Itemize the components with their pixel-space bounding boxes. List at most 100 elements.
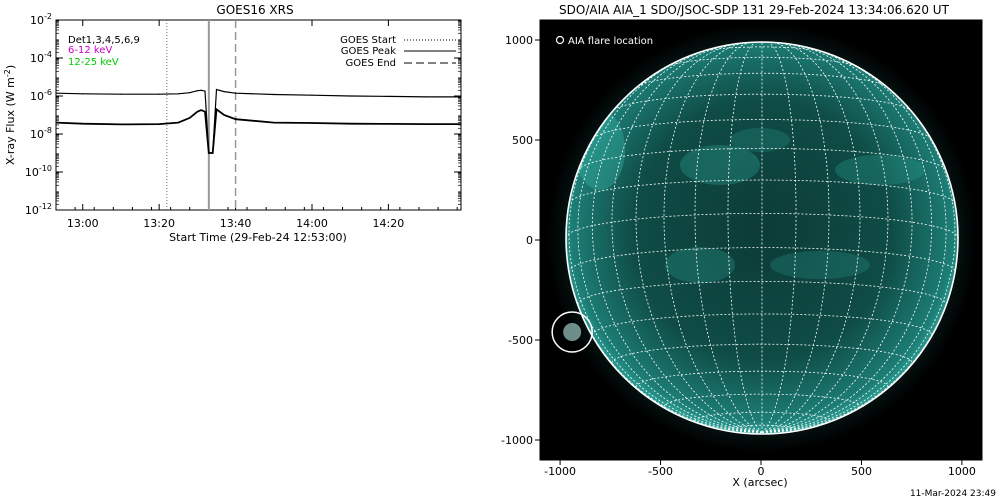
legend-goes-end: GOES End <box>346 58 396 69</box>
longitude-line <box>635 43 763 433</box>
aia-ytick-label: 0 <box>526 234 533 247</box>
footer-timestamp: 11-Mar-2024 23:49 <box>910 489 996 499</box>
aia-axis-ticks: -1000 -500 0 500 1000 1000 500 0 -500 -1000 <box>501 34 976 478</box>
longitude-line <box>694 42 763 433</box>
aia-xtick-label: 1000 <box>948 465 976 478</box>
goes-title: GOES16 XRS <box>216 3 293 17</box>
goes-data-point <box>426 123 428 125</box>
goes-data-point <box>212 152 214 154</box>
goes-data-point <box>55 121 57 124</box>
longitude-line <box>761 42 797 433</box>
goes-ytick-label: 10-2 <box>30 12 52 27</box>
goes-xtick-label: 14:20 <box>373 217 405 230</box>
longitude-line <box>761 43 889 433</box>
goes-series-group <box>55 88 462 154</box>
goes-data-point <box>349 123 351 125</box>
aia-ytick-label: -1000 <box>501 434 533 447</box>
latitude-line <box>591 313 933 336</box>
goes-data-point <box>200 109 202 111</box>
longitude-line <box>761 46 933 433</box>
goes-data-point <box>55 92 57 94</box>
goes-xtick-label: 14:00 <box>296 217 328 230</box>
longitude-line <box>761 44 913 433</box>
aia-ytick-label: 500 <box>512 134 533 147</box>
latitude-line <box>637 72 887 87</box>
aia-xtick-label: 500 <box>851 465 872 478</box>
aia-legend-label: AIA flare location <box>568 36 653 47</box>
latitude-line <box>613 93 911 111</box>
goes-ytick-label: 10-10 <box>25 164 52 179</box>
longitude-line <box>591 46 763 433</box>
legend-goes-peak: GOES Peak <box>341 46 396 57</box>
aia-xtick-label: -500 <box>648 465 673 478</box>
goes-plot-frame <box>55 19 462 211</box>
goes-data-point <box>204 90 206 92</box>
aia-xtick-label: 0 <box>758 465 765 478</box>
aia-ytick-label: -500 <box>508 334 533 347</box>
goes-data-point <box>204 111 206 113</box>
goes-data-point <box>460 123 462 125</box>
goes-data-point <box>120 93 122 95</box>
aia-panel: SDO/AIA AIA_1 SDO/JSOC-SDP 131 29-Feb-20… <box>501 3 983 489</box>
goes-data-point <box>234 92 237 94</box>
goes-data-point <box>215 88 218 91</box>
longitude-line <box>761 83 956 433</box>
goes-series-line-1 <box>55 107 461 154</box>
goes-event-lines <box>166 20 237 210</box>
goes-axis-ticks: 13:00 13:20 13:40 14:00 14:20 10-2 10-4 10-6 10-… <box>25 12 461 230</box>
goes-xrs-panel: GOES16 XRS 13:00 13:20 13:40 14:00 14:20 10-2… <box>3 3 462 244</box>
goes-data-point <box>223 114 225 116</box>
longitude-line <box>761 42 861 433</box>
goes-data-point <box>273 93 275 96</box>
goes-data-point <box>426 96 428 98</box>
goes-xtick-label: 13:40 <box>220 217 252 230</box>
goes-xlabel: Start Time (29-Feb-24 12:53:00) <box>169 231 347 244</box>
goes-ytick-label: 10-6 <box>30 88 52 103</box>
goes-data-point <box>189 117 191 119</box>
goes-xtick-label: 13:20 <box>143 217 175 230</box>
longitude-line <box>727 42 763 433</box>
aia-ytick-label: 1000 <box>505 34 533 47</box>
goes-data-point <box>311 94 313 96</box>
aia-xlabel: X (arcsec) <box>732 476 787 489</box>
goes-data-point <box>387 123 390 125</box>
goes-data-point <box>223 91 225 93</box>
goes-data-point <box>189 92 191 94</box>
aia-legend-symbol <box>555 35 565 45</box>
longitude-line <box>568 83 763 433</box>
goes-data-point <box>349 95 351 97</box>
goes-xtick-label: 13:00 <box>67 217 99 230</box>
limb-circle <box>565 41 959 435</box>
legend-goes-start: GOES Start <box>340 35 396 46</box>
goes-data-point <box>158 123 160 125</box>
goes-ytick-label: 10-8 <box>30 126 52 141</box>
goes-data-point <box>82 123 84 125</box>
latitude-line <box>566 212 958 239</box>
goes-data-point <box>208 152 210 154</box>
detector-label: Det1,3,4,5,6,9 <box>68 35 140 46</box>
goes-data-point <box>82 93 84 95</box>
goes-data-point <box>311 122 313 124</box>
goes-data-point <box>387 95 390 98</box>
goes-legend: GOES Start GOES Peak GOES End <box>340 35 456 69</box>
goes-data-point <box>120 123 122 126</box>
longitude-line <box>611 44 763 433</box>
goes-data-point <box>234 118 237 120</box>
goes-data-point <box>460 96 462 98</box>
latitude-line <box>592 119 932 139</box>
flare-bright-spot <box>563 323 582 341</box>
disk-texture <box>575 110 925 283</box>
goes-ytick-label: 10-4 <box>30 50 52 65</box>
latitude-line <box>663 393 861 407</box>
longitude-line <box>663 42 763 433</box>
goes-ytick-label: 10-12 <box>25 202 52 217</box>
band-label-6-12: 6-12 keV <box>68 45 112 56</box>
band-label-12-25: 12-25 keV <box>68 57 119 68</box>
goes-data-point <box>177 93 179 95</box>
goes-ylabel: X-ray Flux (W m-2) <box>3 65 17 165</box>
goes-data-point <box>196 111 198 113</box>
goes-data-point <box>158 93 160 95</box>
goes-data-point <box>177 121 179 124</box>
goes-data-point <box>196 90 198 92</box>
